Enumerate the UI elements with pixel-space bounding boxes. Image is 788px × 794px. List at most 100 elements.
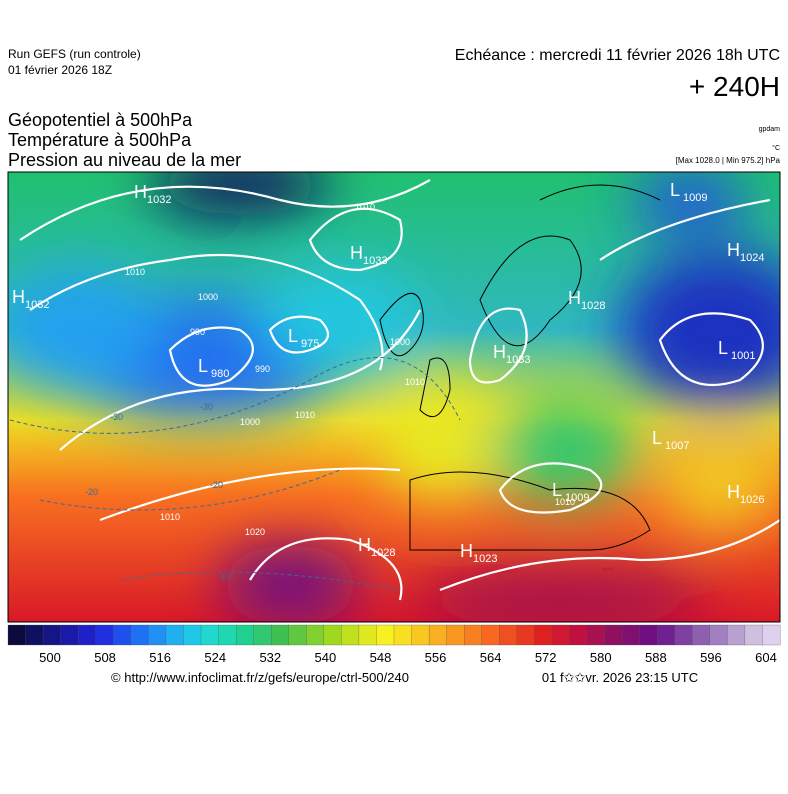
isobar-label: 1010 <box>355 202 375 212</box>
isotherm-label: -20 <box>210 480 223 490</box>
center-letter: H <box>493 342 506 362</box>
center-letter: H <box>568 288 581 308</box>
colorbar-swatch <box>534 624 553 646</box>
center-letter: H <box>358 535 371 555</box>
colorbar-tick-label: 524 <box>204 650 226 665</box>
colorbar-swatch <box>288 624 307 646</box>
colorbar-swatch <box>376 624 395 646</box>
colorbar-swatch <box>25 624 44 646</box>
colorbar-swatch <box>744 624 763 646</box>
colorbar-swatch <box>130 624 149 646</box>
colorbar-swatch <box>271 624 290 646</box>
colorbar-tick-label: 588 <box>645 650 667 665</box>
colorbar-tick-label: 572 <box>535 650 557 665</box>
isobar-label: 1010 <box>405 377 425 387</box>
isobar-label: 1000 <box>240 417 260 427</box>
colorbar-tick-label: 508 <box>94 650 116 665</box>
colorbar-tick-label: 564 <box>480 650 502 665</box>
colorbar-swatch <box>341 624 360 646</box>
isobar-label: 1000 <box>390 337 410 347</box>
title-geopotential: Géopotentiel à 500hPa <box>8 110 193 130</box>
isobar-label: 1010 <box>555 497 575 507</box>
isobar-label: 1010 <box>125 267 145 277</box>
colorbar-swatch <box>464 624 483 646</box>
center-value: 1009 <box>565 492 589 504</box>
isotherms <box>9 357 461 591</box>
colorbar-swatch <box>42 624 62 646</box>
center-letter: H <box>727 482 740 502</box>
center-letter: L <box>718 338 728 358</box>
center-letter: L <box>198 356 208 376</box>
center-letter: H <box>12 287 25 307</box>
center-value: 1009 <box>683 192 707 204</box>
center-value: 1028 <box>581 300 605 312</box>
isotherm-label: -30 <box>110 412 123 422</box>
run-date: 01 février 2026 18Z <box>8 63 112 77</box>
run-label: Run GEFS (run controle) <box>8 47 141 61</box>
colorbar-swatch <box>709 624 728 646</box>
center-value: 1001 <box>731 350 755 362</box>
isobar-label: 1000 <box>198 292 218 302</box>
center-letter: L <box>652 428 662 448</box>
isotherm-label: -20 <box>85 487 98 497</box>
colorbar-swatch <box>674 624 693 646</box>
colorbar-tick-label: 532 <box>259 650 281 665</box>
colorbar-swatch <box>446 624 465 646</box>
colorbar-swatch <box>411 624 430 646</box>
colorbar-swatch <box>183 624 202 646</box>
isobar-label: 990 <box>255 364 270 374</box>
unit-geopotential: gpdam <box>759 126 781 133</box>
center-value: 1032 <box>25 299 49 311</box>
colorbar-tick-label: 540 <box>315 650 337 665</box>
center-letter: H <box>134 182 147 202</box>
colorbar-swatch <box>586 624 605 646</box>
center-value: 1033 <box>506 354 530 366</box>
colorbar-swatch <box>727 624 746 646</box>
center-letter: L <box>552 480 562 500</box>
colorbar-swatch <box>393 624 412 646</box>
colorbar-swatch <box>499 624 518 646</box>
center-value: 975 <box>301 338 319 350</box>
colorbar-swatch <box>148 624 167 646</box>
unit-pressure: [Max 1028.0 | Min 975.2] hPa <box>676 156 781 165</box>
isobar-label: 1020 <box>245 527 265 537</box>
colorbar-swatch <box>358 624 377 646</box>
center-letter: H <box>350 243 363 263</box>
colorbar-swatch <box>7 624 26 646</box>
isobar-label: 990 <box>190 327 205 337</box>
center-value: 980 <box>211 368 229 380</box>
colorbar-swatch <box>323 624 342 646</box>
colorbar-swatch <box>551 624 570 646</box>
colorbar-tick-label: 556 <box>425 650 447 665</box>
center-value: 1028 <box>371 547 395 559</box>
colorbar-swatch <box>428 624 448 646</box>
center-value: 1032 <box>147 194 171 206</box>
colorbar-swatch <box>235 624 255 646</box>
colorbar-swatch <box>306 624 325 646</box>
center-value: 1023 <box>473 553 497 565</box>
colorbar-swatch <box>569 624 588 646</box>
colorbar-swatch <box>60 624 79 646</box>
colorbar-swatch <box>218 624 237 646</box>
center-letter: L <box>670 180 680 200</box>
colorbar: 500 508 516 524 532 540 548 556 564 572 580 588 596 6… <box>7 624 781 665</box>
center-value: 1007 <box>665 440 689 452</box>
map-frame <box>7 171 781 623</box>
colorbar-swatch <box>604 624 623 646</box>
colorbar-swatch <box>657 624 676 646</box>
colorbar-tick-label: 500 <box>39 650 61 665</box>
colorbar-swatch <box>253 624 272 646</box>
colorbar-swatch <box>639 624 658 646</box>
colorbar-tick-label: 604 <box>755 650 777 665</box>
isobars <box>19 179 780 601</box>
title-temperature: Température à 500hPa <box>8 130 192 150</box>
colorbar-tick-label: 516 <box>149 650 171 665</box>
isotherm-label: -30 <box>200 402 213 412</box>
center-value: 1033 <box>363 255 387 267</box>
colorbar-swatch <box>113 624 132 646</box>
colorbar-swatch <box>95 624 114 646</box>
lead-time: + 240H <box>689 71 780 102</box>
